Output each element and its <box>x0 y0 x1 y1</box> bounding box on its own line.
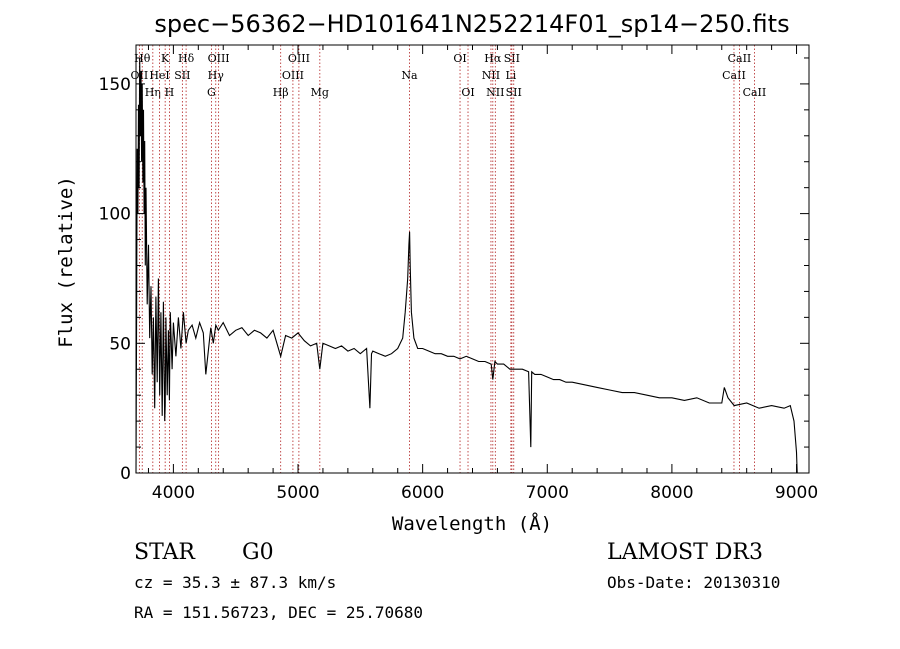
x-tick-label: 4000 <box>152 483 195 503</box>
spectral-line-label: OIII <box>288 52 310 65</box>
spectral-line-label: K <box>161 52 170 65</box>
coordinates-text: RA = 151.56723, DEC = 25.70680 <box>134 603 423 622</box>
spectral-line-label: Hγ <box>208 69 225 82</box>
x-tick-label: 6000 <box>401 483 444 503</box>
spectral-line-label: OIII <box>208 52 230 65</box>
spectral-line-label: Hβ <box>273 86 289 99</box>
spectral-line-label: Mg <box>311 86 329 99</box>
x-tick-label: 7000 <box>526 483 569 503</box>
y-tick-label: 50 <box>109 334 131 354</box>
y-tick-label: 100 <box>99 205 131 225</box>
spectral-line-label: Na <box>401 69 418 82</box>
spectral-line-label: SII <box>504 52 520 65</box>
object-subclass: G0 <box>242 540 274 565</box>
spectral-line-label: CaII <box>722 69 746 82</box>
redshift-text: cz = 35.3 ± 87.3 km/s <box>134 573 337 592</box>
spectral-line-label: SII <box>506 86 522 99</box>
spectral-line-label: OIII <box>282 69 304 82</box>
x-tick-label: 8000 <box>650 483 693 503</box>
spectral-line-label: Hδ <box>178 52 195 65</box>
spectrum-series-line <box>135 57 798 474</box>
spectral-line-label: CaII <box>728 52 752 65</box>
spectral-line-label: Li <box>505 69 516 82</box>
object-class: STAR <box>134 540 195 565</box>
x-tick-label: 5000 <box>276 483 319 503</box>
spectral-line-label: NII <box>486 86 504 99</box>
spectral-line-label: Hα <box>484 52 502 65</box>
spectral-line-label: Hθ <box>134 52 151 65</box>
x-tick-label: 9000 <box>775 483 818 503</box>
spectral-line-label: OI <box>453 52 466 65</box>
spectral-line-label: H <box>165 86 175 99</box>
y-tick-label: 0 <box>120 464 131 484</box>
spectral-line-label: G <box>207 86 216 99</box>
spectral-line-label: OI <box>461 86 474 99</box>
survey-name: LAMOST DR3 <box>607 540 763 565</box>
plot-frame <box>135 44 810 474</box>
spectral-line-label: Hη <box>145 86 161 99</box>
observation-date: Obs-Date: 20130310 <box>607 573 781 592</box>
spectral-line-label: CaII <box>743 86 767 99</box>
x-axis-label: Wavelength (Å) <box>392 512 552 535</box>
spectral-line-markers: OIIHθHηHeIKHSIIHδGHγOIIIHβOIIIOIIIMgNaOI… <box>131 45 767 473</box>
chart-title: spec−56362−HD101641N252214F01_sp14−250.f… <box>154 10 789 38</box>
spectral-line-label: HeI <box>149 69 169 82</box>
spectral-line-label: SII <box>174 69 190 82</box>
axis-ticks: 4000 5000 6000 7000 8000 9000 0 50 100 150 <box>99 45 818 503</box>
spectral-line-label: NII <box>482 69 500 82</box>
y-tick-label: 150 <box>99 75 131 95</box>
y-axis-label: Flux (relative) <box>55 176 77 348</box>
